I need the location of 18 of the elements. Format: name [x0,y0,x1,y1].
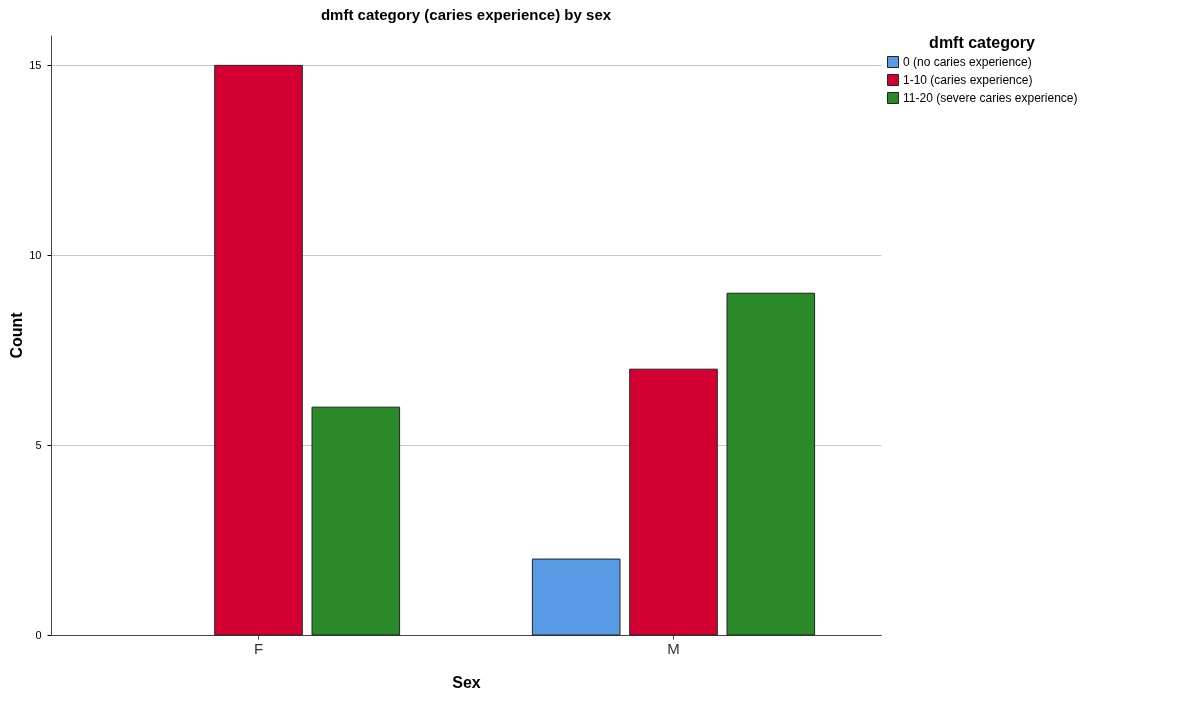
y-axis-title: Count [8,311,26,359]
x-tick-label: M [667,639,680,657]
y-tick-label: 5 [35,438,42,451]
y-tick-label: 10 [29,248,42,261]
bar [531,558,621,636]
y-tick-label: 0 [35,628,42,641]
legend-label: 1-10 (caries experience) [903,73,1033,87]
bar [311,406,401,636]
bar [629,368,718,636]
y-tick-label: 15 [29,58,42,71]
legend-label: 0 (no caries experience) [903,55,1032,69]
bar [214,64,303,636]
chart-title: dmft category (caries experience) by sex [320,6,612,23]
x-axis-title: Sex [452,673,481,691]
x-tick-label: F [253,639,264,657]
legend-title: dmft category [929,34,1035,51]
bar [726,292,816,636]
legend-label: 11-20 (severe caries experience) [903,91,1078,105]
